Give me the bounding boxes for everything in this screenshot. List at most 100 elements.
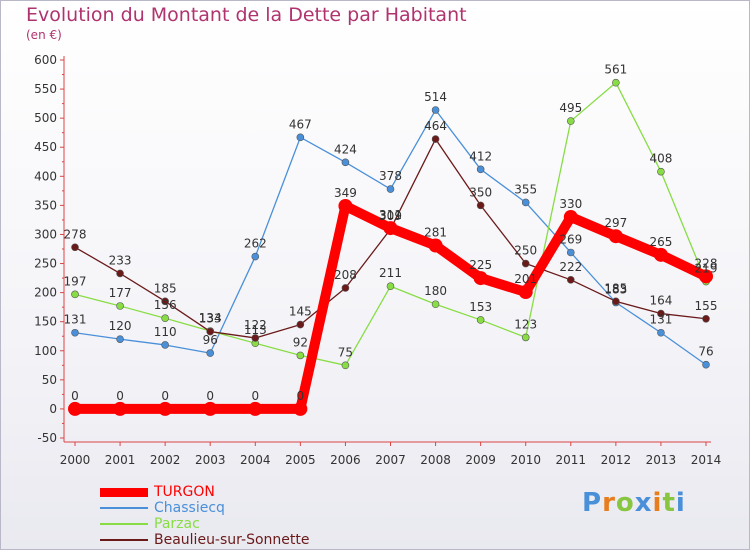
data-point (338, 198, 353, 213)
x-tick-label: 2000 (60, 453, 91, 467)
data-point (116, 335, 124, 343)
data-label: 155 (695, 299, 718, 313)
data-label: 131 (649, 313, 672, 327)
data-point (251, 252, 260, 261)
data-point (116, 269, 124, 278)
chart-subtitle: (en €) (26, 28, 62, 42)
data-point (296, 320, 305, 329)
logo-letter: r (602, 488, 616, 518)
data-label: 561 (604, 63, 627, 77)
data-point (113, 401, 128, 416)
logo-letter: x (634, 488, 653, 518)
data-point (431, 106, 440, 114)
y-tick-label: 450 (34, 140, 57, 154)
data-point (563, 210, 578, 225)
data-point (521, 259, 530, 268)
data-label: 113 (244, 323, 267, 337)
data-label: 250 (514, 244, 537, 258)
y-tick-label: 500 (34, 111, 57, 125)
data-label: 197 (64, 274, 87, 288)
data-point (116, 302, 124, 310)
data-point (296, 351, 305, 360)
data-label: 92 (293, 335, 308, 349)
data-point (608, 229, 623, 244)
legend-swatch (100, 487, 148, 497)
data-point (158, 401, 173, 416)
data-point (71, 290, 79, 299)
legend-item: TURGON (100, 484, 309, 500)
y-tick-label: 600 (34, 53, 57, 67)
data-label: 177 (109, 286, 132, 300)
data-point (521, 198, 530, 207)
data-point (71, 328, 79, 337)
data-point (161, 314, 169, 323)
data-label: 269 (559, 232, 582, 246)
data-label: 131 (64, 313, 87, 327)
x-tick-label: 2009 (465, 453, 496, 467)
data-point (521, 333, 530, 342)
data-label: 281 (424, 226, 447, 240)
x-tick-label: 2006 (330, 453, 361, 467)
data-label: 185 (604, 281, 627, 295)
data-label: 201 (514, 272, 537, 286)
legend-label: TURGON (154, 484, 215, 500)
data-label: 408 (649, 152, 672, 166)
data-label: 0 (206, 389, 214, 403)
data-label: 0 (71, 389, 79, 403)
data-label: 297 (604, 216, 627, 230)
logo-letter: o (615, 488, 635, 518)
data-label: 309 (379, 209, 402, 223)
data-label: 123 (514, 317, 537, 331)
legend-swatch (100, 507, 148, 509)
data-point (476, 165, 485, 174)
data-label: 153 (469, 300, 492, 314)
data-point (653, 247, 668, 262)
data-label: 211 (379, 266, 402, 280)
data-point (428, 238, 443, 253)
data-label: 330 (559, 197, 582, 211)
x-tick-label: 2001 (105, 453, 136, 467)
data-point (657, 167, 665, 176)
x-tick-label: 2002 (150, 453, 181, 467)
chart-title: Evolution du Montant de la Dette par Hab… (26, 4, 467, 26)
data-point (612, 78, 620, 87)
y-tick-label: 300 (34, 227, 57, 241)
data-label: 0 (161, 389, 169, 403)
data-label: 378 (379, 169, 402, 183)
data-label: 225 (469, 258, 492, 272)
data-point (386, 282, 395, 291)
data-label: 208 (334, 268, 357, 282)
legend-swatch (100, 523, 148, 525)
data-label: 122 (244, 318, 267, 332)
x-tick-label: 2004 (240, 453, 271, 467)
data-label: 0 (251, 389, 259, 403)
data-label: 495 (559, 101, 582, 115)
x-tick-label: 2011 (556, 453, 587, 467)
data-label: 311 (379, 208, 402, 222)
data-label: 464 (424, 119, 447, 133)
y-tick-label: 200 (34, 286, 57, 300)
logo-letter: i (652, 488, 663, 518)
chart-legend: TURGON Chassiecq Parzac Beaulieu-sur-Sonnet… (100, 484, 309, 548)
data-label: 120 (109, 319, 132, 333)
data-label: 183 (604, 283, 627, 297)
data-point (431, 300, 440, 309)
data-point (341, 158, 350, 167)
x-tick-label: 2012 (601, 453, 632, 467)
y-tick-label: 400 (34, 169, 57, 183)
y-tick-label: 100 (34, 344, 57, 358)
data-point (251, 334, 260, 342)
x-tick-label: 2013 (646, 453, 677, 467)
data-point (293, 401, 308, 416)
data-label: 233 (109, 253, 132, 267)
data-point (702, 314, 710, 323)
logo-letter: t (662, 488, 676, 518)
data-point (702, 360, 710, 369)
x-tick-label: 2003 (195, 453, 226, 467)
data-point (566, 117, 575, 125)
data-label: 0 (116, 389, 124, 403)
data-point (248, 401, 263, 416)
data-point (476, 316, 485, 324)
data-point (657, 309, 665, 318)
